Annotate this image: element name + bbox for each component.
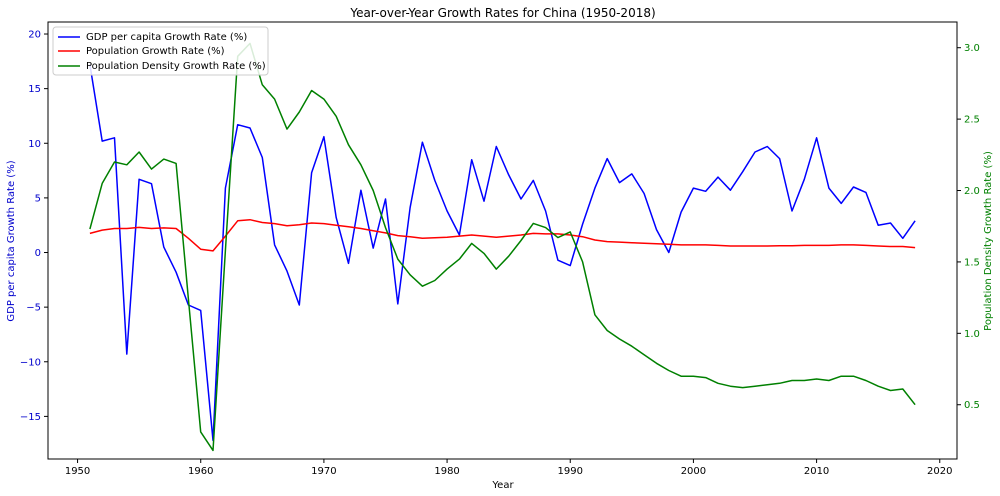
chart-title: Year-over-Year Growth Rates for China (1… xyxy=(349,6,655,20)
y-axis-right-label: Population Density Growth Rate (%) xyxy=(983,151,994,331)
series-line-density xyxy=(89,42,916,452)
y-right-tick-label-3: 3.0 xyxy=(964,43,980,54)
plot-area-frame xyxy=(47,21,958,460)
y-right-tick-label-0.5: 0.5 xyxy=(964,400,980,411)
y-axis-left-label: GDP per capita Growth Rate (%) xyxy=(6,160,17,321)
legend-label-population: Population Growth Rate (%) xyxy=(86,46,225,57)
y-left-tick-label--15: −15 xyxy=(20,412,41,423)
x-axis: 1950 1960 1970 1980 1990 2000 2010 2020 xyxy=(65,459,952,477)
x-tick-label-1950: 1950 xyxy=(65,466,90,477)
x-tick-label-2010: 2010 xyxy=(804,466,829,477)
series-line-population xyxy=(89,218,916,252)
y-left-tick-label-10: 10 xyxy=(28,139,41,150)
y-right-tick-label-1: 1.0 xyxy=(964,329,980,340)
y-right-tick-label-2.5: 2.5 xyxy=(964,115,980,126)
y-left-tick-label--10: −10 xyxy=(20,357,41,368)
x-tick-label-2000: 2000 xyxy=(681,466,706,477)
x-tick-label-1980: 1980 xyxy=(434,466,459,477)
x-tick-label-2020: 2020 xyxy=(927,466,952,477)
legend: GDP per capita Growth Rate (%) Populatio… xyxy=(52,26,269,76)
y-left-tick-label-20: 20 xyxy=(28,30,41,41)
y-right-tick-label-2: 2.0 xyxy=(964,186,980,197)
series-line-gdp xyxy=(89,64,916,442)
y-left-tick-label-5: 5 xyxy=(35,193,41,204)
series-lines xyxy=(89,42,916,452)
y-axis-right: 0.5 1.0 1.5 2.0 2.5 3.0 xyxy=(957,43,980,411)
y-right-tick-label-1.5: 1.5 xyxy=(964,257,980,268)
y-left-tick-label-0: 0 xyxy=(35,248,41,259)
x-tick-label-1970: 1970 xyxy=(311,466,336,477)
legend-label-gdp: GDP per capita Growth Rate (%) xyxy=(86,32,247,43)
x-tick-label-1960: 1960 xyxy=(188,466,213,477)
legend-box xyxy=(52,26,269,76)
y-axis-left: −15 −10 −5 0 5 10 15 20 xyxy=(20,30,48,423)
y-left-tick-label--5: −5 xyxy=(26,303,41,314)
x-tick-label-1990: 1990 xyxy=(558,466,583,477)
legend-label-density: Population Density Growth Rate (%) xyxy=(86,61,266,72)
x-axis-label: Year xyxy=(491,480,514,491)
y-left-tick-label-15: 15 xyxy=(28,84,41,95)
